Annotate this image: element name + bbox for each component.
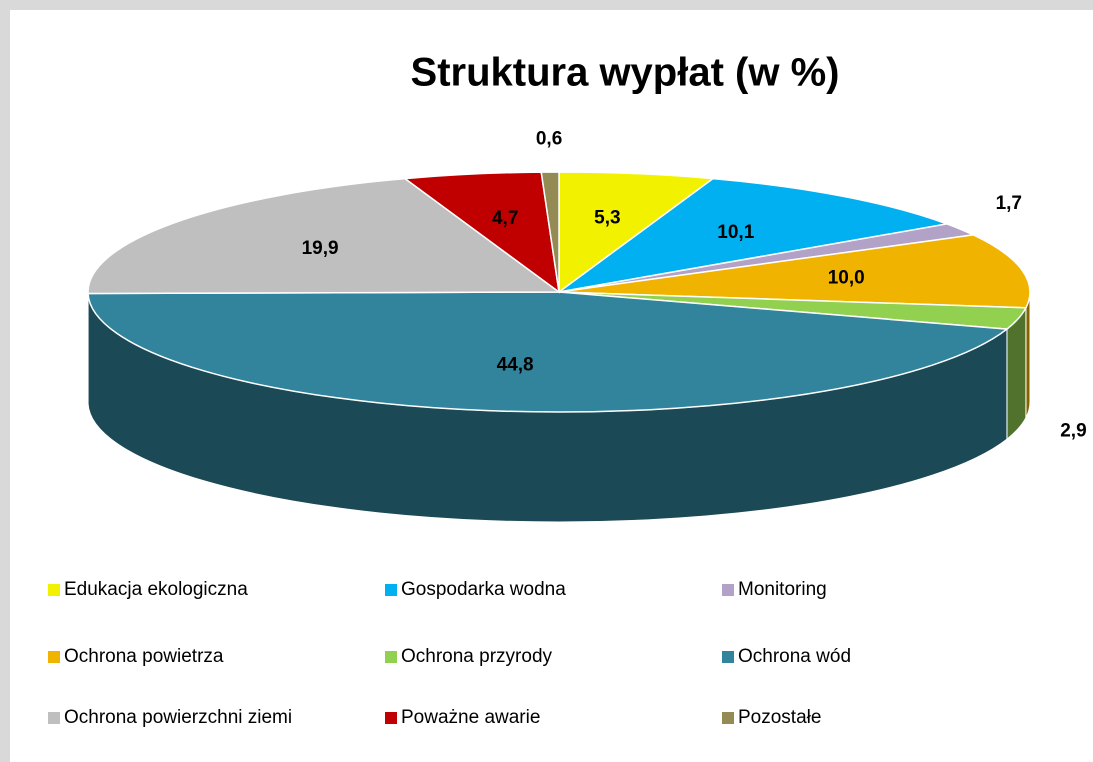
legend-swatch — [385, 584, 397, 596]
slice — [540, 171, 560, 293]
legend-swatch — [48, 584, 60, 596]
legend-swatch — [385, 712, 397, 724]
legend-swatch — [48, 651, 60, 663]
legend-label: Edukacja ekologiczna — [64, 579, 248, 600]
legend-label: Ochrona powietrza — [64, 646, 224, 667]
legend-swatch — [722, 584, 734, 596]
slice — [558, 177, 950, 293]
legend-label: Gospodarka wodna — [401, 579, 566, 600]
data-label: 1,7 — [996, 193, 1022, 214]
legend-label: Ochrona powierzchni ziemi — [64, 707, 292, 728]
legend-label: Pozostałe — [738, 707, 821, 728]
slice — [87, 291, 1009, 413]
legend-swatch — [48, 712, 60, 724]
data-label: 44,8 — [497, 355, 534, 376]
legend-label: Ochrona wód — [738, 646, 851, 667]
data-label: 4,7 — [492, 208, 518, 229]
legend-swatch — [722, 651, 734, 663]
legend-swatch — [385, 651, 397, 663]
data-label: 0,6 — [536, 129, 562, 150]
legend-swatch — [722, 712, 734, 724]
data-label: 2,9 — [1060, 421, 1086, 442]
data-label: 10,1 — [717, 222, 754, 243]
slice — [558, 234, 1031, 309]
slice — [87, 177, 562, 295]
data-label: 19,9 — [302, 238, 339, 259]
legend-label: Poważne awarie — [401, 707, 540, 728]
legend-label: Ochrona przyrody — [401, 646, 553, 667]
data-label: 10,0 — [828, 268, 865, 289]
data-label: 5,3 — [594, 208, 620, 229]
legend-label: Monitoring — [738, 579, 827, 600]
slice-side — [1025, 291, 1031, 419]
chart-title: Struktura wypłat (w %) — [411, 51, 840, 95]
slice — [558, 171, 716, 294]
